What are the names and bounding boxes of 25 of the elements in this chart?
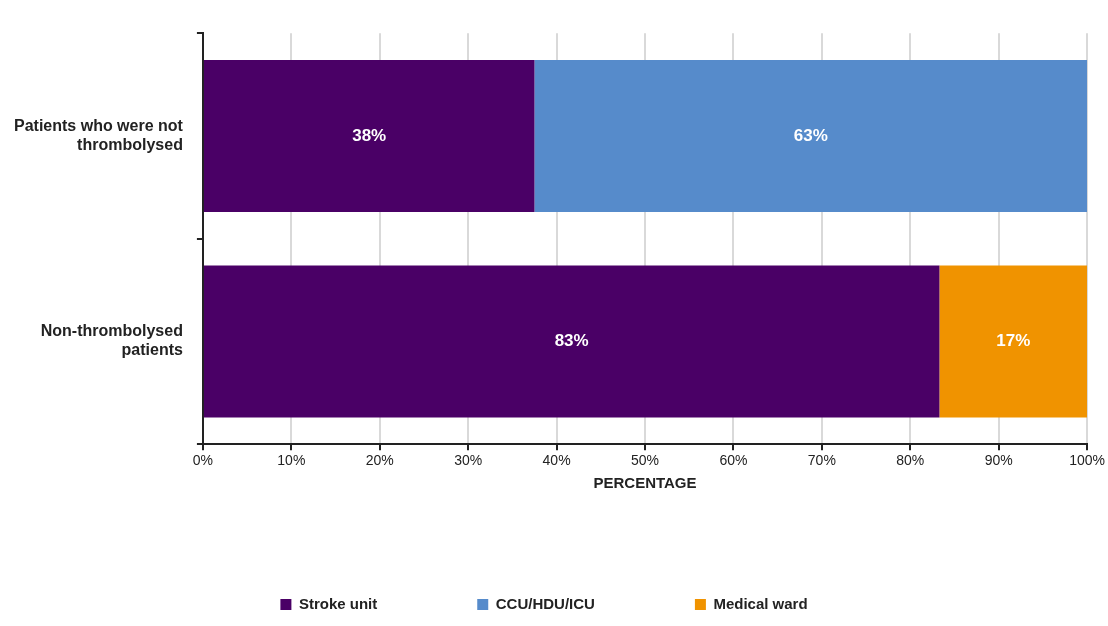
data-label: 63% [793, 125, 828, 145]
x-tick-label: 90% [984, 452, 1013, 469]
x-tick-label: 70% [807, 452, 836, 469]
y-tick-label: Patients who were not thrombolysed [13, 116, 184, 153]
x-tick-label: 40% [542, 452, 571, 469]
x-tick-label: 50% [630, 452, 660, 469]
data-label: 17% [996, 331, 1031, 351]
legend-label: CCU/HDU/ICU [495, 594, 595, 612]
bar [534, 59, 1088, 212]
x-tick-label: 0% [192, 452, 214, 469]
x-tick-label: 20% [365, 452, 394, 469]
x-axis-title: PERCENTAGE [593, 474, 697, 492]
bar [203, 265, 940, 418]
x-tick-label: 80% [896, 452, 925, 469]
y-tick-label: Non-thrombolysed patients [40, 322, 184, 359]
x-tick-label: 30% [454, 452, 483, 469]
legend-label: Stroke unit [298, 594, 378, 612]
x-tick-label: 60% [719, 452, 748, 469]
data-label: 83% [554, 331, 589, 351]
x-tick-label: 10% [277, 452, 306, 469]
x-tick-label: 100% [1069, 452, 1105, 469]
legend-label: Medical ward [713, 594, 808, 612]
bar [939, 265, 1088, 418]
data-label: 38% [352, 125, 387, 145]
bar [203, 59, 535, 212]
